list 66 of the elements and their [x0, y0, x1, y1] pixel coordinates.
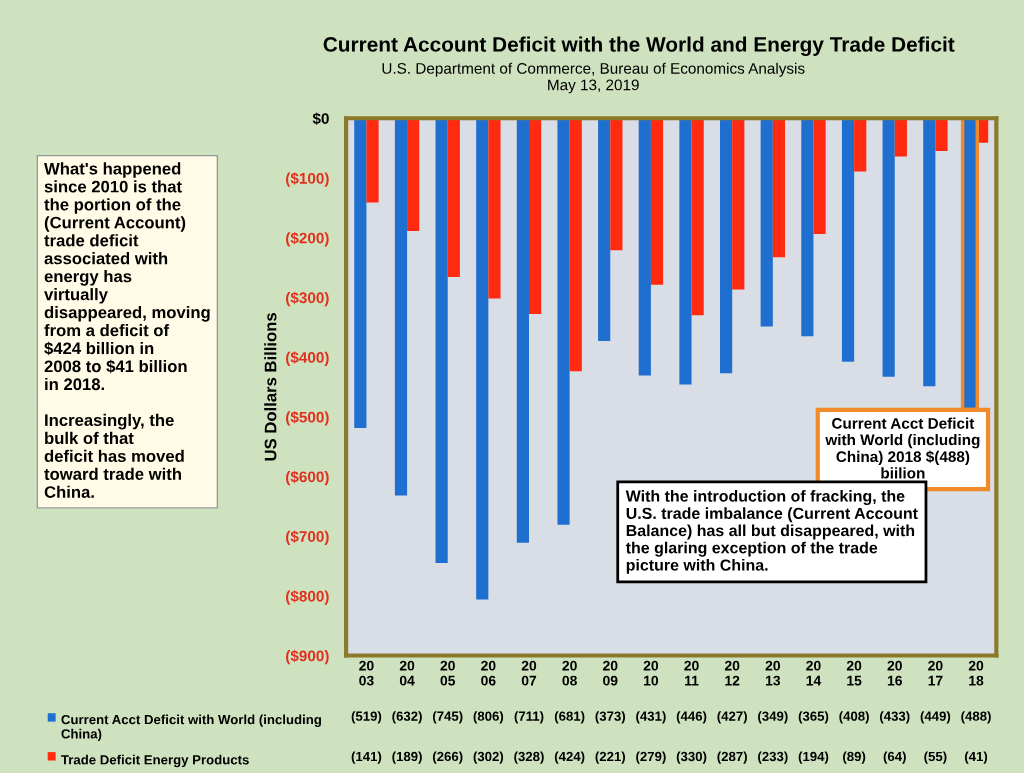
- y-tick-label: ($700): [286, 530, 329, 545]
- data-label: (449): [920, 711, 951, 724]
- data-label: (194): [798, 751, 829, 764]
- legend-label: Current Acct Deficit with World (including China): [61, 714, 321, 742]
- data-label: (745): [432, 711, 463, 724]
- x-tick-label: 20 07: [521, 660, 537, 686]
- x-tick-label: 20 04: [399, 660, 415, 686]
- x-tick-label: 20 10: [643, 660, 659, 686]
- data-label: (427): [717, 711, 747, 724]
- data-label: (41): [964, 751, 988, 764]
- data-label: (55): [924, 751, 947, 764]
- y-tick-label: ($500): [286, 411, 329, 426]
- chart-subtitle: U.S. Department of Commerce, Bureau of Economics Analysis May 13, 2019: [382, 62, 805, 94]
- data-label: (373): [595, 711, 626, 724]
- data-label: (681): [554, 711, 585, 724]
- annotation: With the introduction of fracking, the U.S. trade imbalance (Current Account Balance) has all but disappeared, with the glaring exception of the trade picture with China.: [625, 490, 918, 574]
- data-label: (221): [595, 751, 626, 764]
- data-label: (233): [758, 751, 788, 764]
- x-tick-label: 20 17: [928, 660, 943, 686]
- x-tick-label: 20 11: [684, 660, 699, 686]
- y-tick-label: ($600): [286, 470, 329, 486]
- data-label: (408): [839, 711, 869, 724]
- y-tick-label: ($400): [286, 351, 329, 366]
- data-label: (287): [717, 751, 747, 764]
- x-tick-label: 20 05: [440, 660, 456, 686]
- x-tick-label: 20 06: [481, 660, 496, 686]
- x-tick-label: 20 09: [603, 660, 618, 686]
- data-label: (328): [514, 751, 544, 764]
- data-label: (141): [351, 751, 382, 764]
- x-tick-label: 20 14: [806, 660, 822, 686]
- x-tick-label: 20 12: [724, 660, 740, 686]
- data-label: (64): [883, 751, 906, 764]
- y-tick-label: ($300): [286, 291, 329, 307]
- data-label: (519): [351, 711, 382, 724]
- data-label: (266): [432, 751, 463, 764]
- y-tick-label: $0: [312, 112, 329, 125]
- y-tick-label: ($100): [286, 172, 329, 187]
- x-tick-label: 20 18: [968, 660, 984, 686]
- x-tick-label: 20 13: [765, 660, 781, 686]
- annotation: Current Acct Deficit with World (including China) 2018 $(488) biilion: [825, 417, 980, 479]
- y-tick-label: ($200): [286, 231, 329, 247]
- data-label: (431): [636, 711, 666, 724]
- data-label: (632): [392, 711, 422, 724]
- legend-label: Trade Deficit Energy Products: [61, 754, 249, 768]
- chart-title: Current Account Deficit with the World and Energy Trade Deficit: [323, 36, 955, 57]
- data-label: (424): [554, 751, 585, 764]
- y-tick-label: ($800): [286, 590, 329, 605]
- data-label: (806): [473, 711, 504, 724]
- data-label: (446): [676, 711, 707, 724]
- y-axis-title: US Dollars Billions: [264, 313, 277, 461]
- x-tick-label: 20 03: [359, 660, 374, 686]
- data-label: (89): [843, 751, 866, 764]
- x-tick-label: 20 15: [846, 660, 862, 686]
- data-label: (433): [880, 711, 910, 724]
- data-label: (279): [636, 751, 666, 764]
- data-label: (330): [676, 751, 707, 764]
- x-tick-label: 20 16: [887, 660, 902, 686]
- data-label: (365): [798, 711, 829, 724]
- y-tick-label: ($900): [286, 649, 329, 665]
- data-label: (189): [392, 751, 422, 764]
- data-label: (488): [961, 711, 991, 724]
- data-label: (711): [514, 711, 544, 724]
- data-label: (349): [758, 711, 788, 724]
- x-tick-label: 20 08: [562, 660, 577, 686]
- text: What's happened since 2010 is that the portion of the (Current Account) trade deficit associated with energy has virtually disappeared, moving from a deficit of $424 billion in 2008 to $41 billion in 2018. Increasingly, the bulk of that deficit has moved toward trade with China.: [44, 162, 210, 498]
- data-label: (302): [473, 751, 504, 764]
